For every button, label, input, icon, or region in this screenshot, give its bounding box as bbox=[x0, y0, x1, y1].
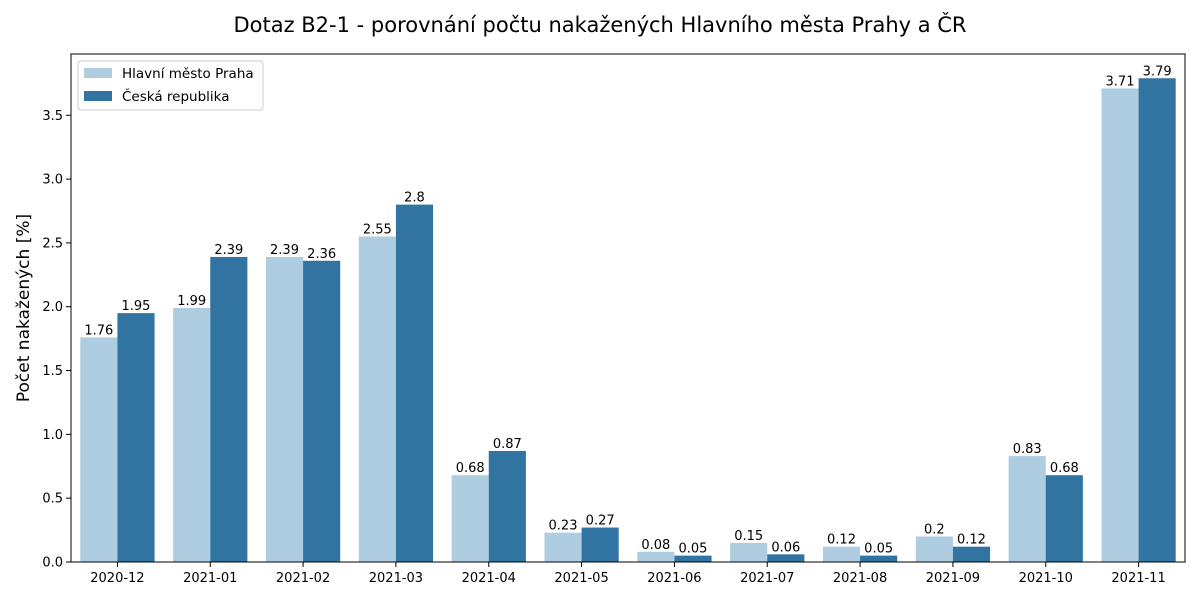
y-tick-label: 0.5 bbox=[42, 492, 63, 507]
bar-label: 0.27 bbox=[586, 514, 615, 529]
plot-frame bbox=[70, 53, 1186, 563]
y-tick-label: 0.0 bbox=[42, 556, 63, 571]
bar-2021-02-series-0 bbox=[265, 256, 304, 562]
x-tick-label: 2021-08 bbox=[833, 571, 887, 586]
bar-2021-01-series-0 bbox=[173, 308, 211, 562]
bar-label: 0.87 bbox=[493, 437, 522, 452]
bar-label: 1.99 bbox=[177, 294, 206, 309]
y-axis: 0.0 0.5 1.0 1.5 2.0 2.5 3.0 3.5 bbox=[42, 109, 71, 571]
bar-2021-11-series-0 bbox=[1101, 88, 1139, 563]
bar-label: 0.06 bbox=[771, 540, 800, 555]
bar-2020-12-series-1 bbox=[117, 313, 155, 562]
bar-label: 1.76 bbox=[84, 323, 113, 338]
bar-label: 3.79 bbox=[1143, 64, 1172, 79]
bar-2021-07-series-0 bbox=[730, 542, 768, 562]
bar-2021-05-series-0 bbox=[544, 532, 582, 562]
y-tick-label: 3.5 bbox=[42, 109, 63, 124]
y-tick-label: 2.5 bbox=[42, 236, 63, 251]
bar-2021-04-series-0 bbox=[451, 475, 489, 562]
bar-label: 1.95 bbox=[122, 299, 151, 314]
bar-label: 2.8 bbox=[404, 191, 425, 206]
x-tick-label: 2021-09 bbox=[926, 571, 980, 586]
x-tick-label: 2021-11 bbox=[1111, 571, 1165, 586]
bar-label: 2.55 bbox=[363, 223, 392, 238]
bar-label: 2.39 bbox=[270, 243, 299, 258]
y-tick-label: 3.0 bbox=[42, 173, 63, 188]
bar-2021-09-series-1 bbox=[952, 546, 991, 562]
x-tick-label: 2021-03 bbox=[369, 571, 423, 586]
bar-label: 2.36 bbox=[307, 247, 336, 262]
x-tick-label: 2020-12 bbox=[90, 571, 144, 586]
bar-2021-08-series-1 bbox=[860, 555, 898, 562]
x-tick-label: 2021-06 bbox=[647, 571, 701, 586]
y-tick-label: 1.5 bbox=[42, 364, 63, 379]
bar-2021-01-series-1 bbox=[210, 256, 248, 562]
legend: Hlavní město Praha Česká republika bbox=[77, 60, 264, 111]
bar-2021-06-series-0 bbox=[637, 551, 675, 562]
bar-2021-08-series-0 bbox=[822, 546, 861, 562]
bar-2021-02-series-1 bbox=[303, 260, 341, 562]
bar-label: 0.05 bbox=[864, 542, 893, 557]
legend-box bbox=[77, 60, 264, 111]
y-tick-label: 1.0 bbox=[42, 428, 63, 443]
bar-label: 0.15 bbox=[734, 529, 763, 544]
bar-2021-11-series-1 bbox=[1138, 78, 1176, 562]
bar-label: 2.39 bbox=[214, 243, 243, 258]
bar-label: 3.71 bbox=[1106, 74, 1135, 89]
x-axis: 2020-12 2021-01 2021-02 2021-03 2021-04 2021-… bbox=[90, 562, 1166, 586]
chart-title: Dotaz B2-1 - porovnání počtu nakažených … bbox=[233, 12, 966, 37]
bar-2021-05-series-1 bbox=[581, 527, 619, 562]
x-tick-label: 2021-04 bbox=[462, 571, 516, 586]
bar-label: 0.12 bbox=[827, 533, 856, 548]
bar-label: 0.68 bbox=[456, 461, 485, 476]
bar-label: 0.68 bbox=[1050, 461, 1079, 476]
y-axis-title: Počet nakažených [%] bbox=[14, 214, 34, 402]
x-tick-label: 2021-02 bbox=[276, 571, 330, 586]
bar-labels-group: 1.76 1.95 1.99 2.39 2.39 2.36 2.55 2.8 0.68 0.87 0… bbox=[84, 64, 1171, 556]
bar-label: 0.23 bbox=[549, 519, 578, 534]
bar-2021-10-series-0 bbox=[1008, 456, 1046, 562]
bar-label: 0.83 bbox=[1013, 442, 1042, 457]
x-tick-label: 2021-07 bbox=[740, 571, 794, 586]
bar-label: 0.08 bbox=[641, 538, 670, 553]
bars-group bbox=[80, 78, 1176, 563]
x-tick-label: 2021-10 bbox=[1019, 571, 1073, 586]
y-tick-label: 2.0 bbox=[42, 300, 63, 315]
legend-swatch-1 bbox=[84, 91, 112, 101]
x-tick-label: 2021-01 bbox=[183, 571, 237, 586]
legend-label-1: Česká republika bbox=[122, 87, 230, 105]
bar-2020-12-series-0 bbox=[80, 337, 118, 562]
bar-2021-03-series-1 bbox=[395, 204, 434, 563]
bar-2021-07-series-1 bbox=[767, 554, 805, 562]
bar-label: 0.05 bbox=[679, 542, 708, 557]
legend-swatch-0 bbox=[84, 68, 112, 78]
bar-label: 0.2 bbox=[924, 522, 945, 537]
legend-label-0: Hlavní město Praha bbox=[122, 66, 254, 82]
bar-label: 0.12 bbox=[957, 533, 986, 548]
bar-2021-09-series-0 bbox=[915, 536, 953, 562]
bar-2021-04-series-1 bbox=[488, 450, 526, 562]
x-tick-label: 2021-05 bbox=[554, 571, 608, 586]
bar-2021-03-series-0 bbox=[358, 236, 396, 562]
bar-2021-10-series-1 bbox=[1045, 475, 1083, 562]
bar-2021-06-series-1 bbox=[674, 555, 712, 562]
